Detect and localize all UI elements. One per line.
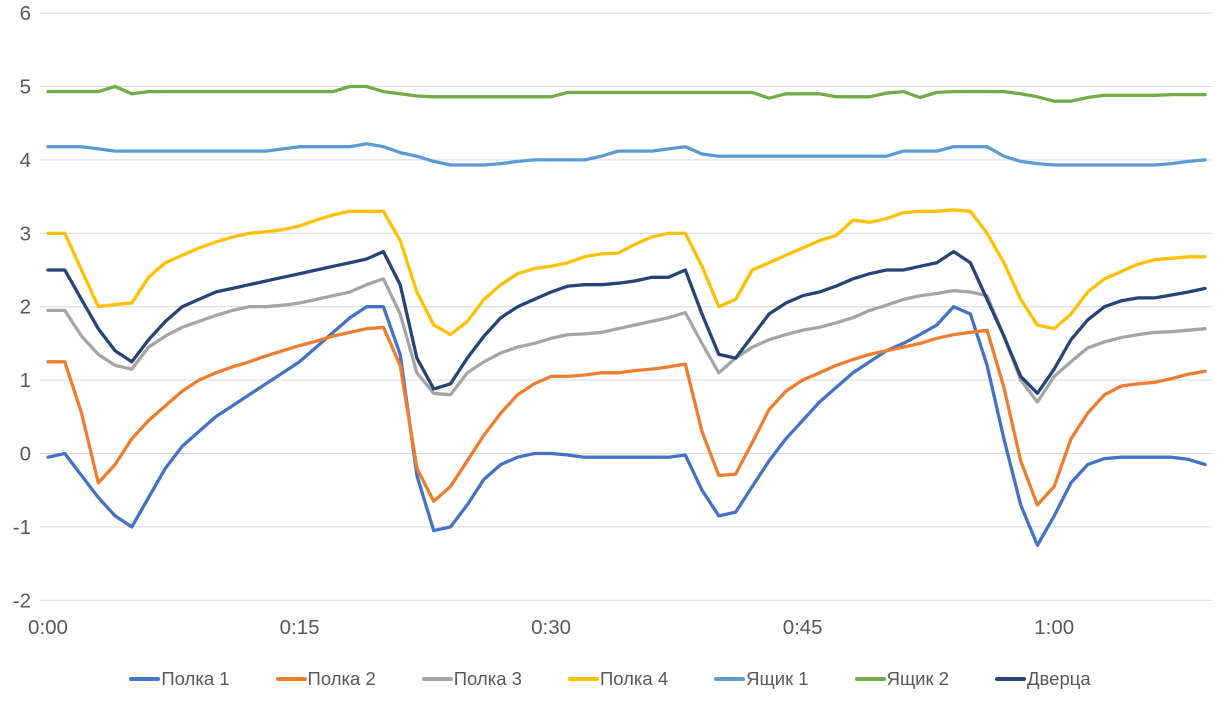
series-line-6 [46,84,1207,103]
legend-swatch-icon [995,677,1027,681]
plot-area: -2 -1 0 1 2 3 4 5 6 0:00 0:15 0:30 0:45 1:00 [13,2,1212,639]
legend-swatch-icon [129,677,161,681]
series-line-3 [46,277,1207,404]
legend-item-5: Ящик 1 [714,668,809,690]
legend-label: Ящик 1 [746,668,809,689]
legend-item-6: Ящик 2 [854,668,950,690]
x-axis-tick-label: 0:00 [28,616,68,639]
legend-item-1: Полка 1 [129,668,230,690]
series-line-5 [46,142,1207,167]
legend-item-2: Полка 2 [275,668,376,690]
legend-item-4: Полка 4 [567,668,669,690]
x-axis-tick-label: 0:15 [280,616,320,639]
legend-item-7: Дверца [995,668,1091,690]
legend-label: Ящик 2 [886,668,950,689]
y-axis-tick-label: 1 [20,369,31,392]
x-axis-tick-label: 1:00 [1034,616,1074,639]
y-axis-tick-label: 5 [20,76,31,99]
legend-label: Полка 4 [599,668,669,689]
legend-label: Дверца [1027,668,1091,689]
x-axis-tick-label: 0:45 [783,616,823,639]
legend-label: Полка 1 [161,668,230,689]
y-axis-tick-label: 4 [20,149,31,172]
legend-label: Полка 3 [453,668,522,689]
legend-swatch-icon [275,677,307,681]
x-axis-tick-label: 0:30 [531,616,571,639]
y-axis-tick-label: -2 [13,589,31,612]
y-axis-tick-label: 3 [20,222,31,245]
series-line-1 [46,305,1207,547]
y-axis-tick-label: 6 [20,2,31,25]
legend-label: Полка 2 [307,668,376,689]
y-axis-tick-label: 0 [20,443,31,466]
series-line-7 [46,249,1207,395]
legend-swatch-icon [714,677,746,681]
legend-swatch-icon [854,677,886,681]
legend-swatch-icon [421,677,453,681]
series-line-2 [46,325,1207,507]
legend-item-3: Полка 3 [421,668,522,690]
legend-swatch-icon [567,677,599,681]
y-axis-tick-label: -1 [13,516,31,539]
y-axis-tick-label: 2 [20,296,31,319]
chart-legend: Полка 1 Полка 2 Полка 3 Полка 4 Ящик 1 Ящик 2… [0,668,1220,690]
series-line-4 [46,208,1207,337]
